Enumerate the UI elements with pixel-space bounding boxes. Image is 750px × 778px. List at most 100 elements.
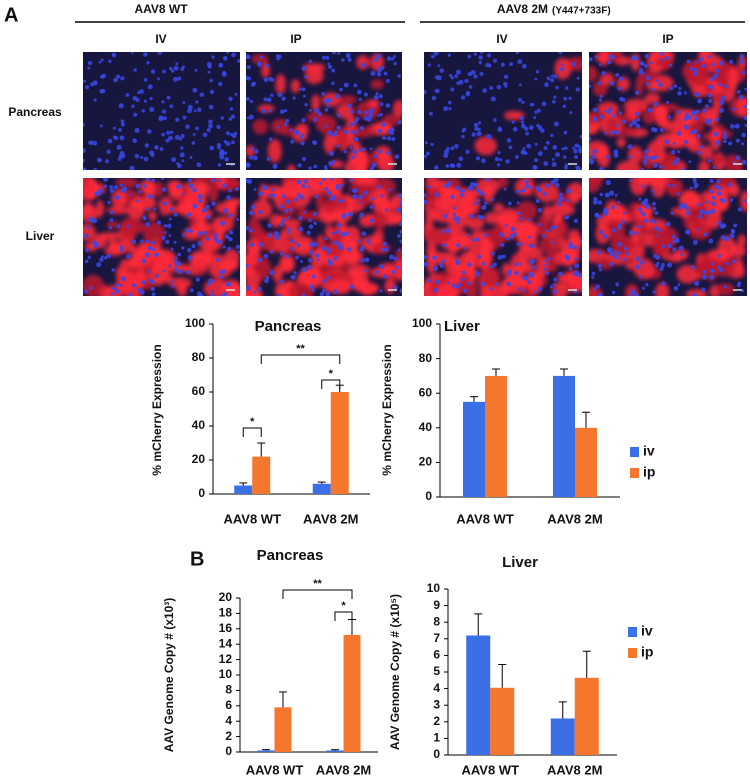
nucleus	[147, 194, 153, 200]
nucleus	[103, 184, 108, 188]
nucleus	[653, 220, 657, 224]
red-cell	[703, 192, 730, 214]
nucleus	[442, 259, 446, 263]
nucleus	[298, 215, 303, 221]
nucleus	[214, 232, 219, 237]
nucleus	[246, 65, 251, 70]
nucleus	[719, 197, 723, 202]
y-tick-label: 1	[433, 731, 440, 745]
nucleus	[466, 233, 470, 237]
nucleus	[314, 242, 318, 247]
nucleus	[281, 194, 287, 199]
nucleus	[143, 99, 147, 103]
nucleus	[133, 68, 137, 72]
nucleus	[444, 184, 448, 188]
y-tick-label: 20	[192, 452, 206, 466]
nucleus	[694, 60, 698, 64]
nucleus	[424, 261, 429, 267]
nucleus	[678, 245, 684, 251]
nucleus	[352, 194, 358, 200]
nucleus	[635, 123, 641, 129]
nucleus	[328, 151, 334, 157]
nucleus	[640, 167, 645, 170]
nucleus	[83, 167, 87, 170]
nucleus	[572, 245, 578, 250]
nucleus	[671, 234, 676, 239]
nucleus	[543, 267, 547, 271]
nucleus	[566, 198, 570, 203]
nucleus	[641, 212, 646, 217]
chart: Liver % mCherry Expression 0 20 40 60 80 100 AAV…	[380, 316, 655, 526]
nucleus	[599, 192, 604, 197]
nucleus	[171, 284, 175, 288]
nucleus	[554, 121, 559, 127]
nucleus	[617, 242, 623, 247]
nucleus	[174, 134, 180, 140]
red-cell	[513, 220, 539, 239]
nucleus	[324, 124, 328, 128]
nucleus	[503, 74, 509, 80]
nucleus	[564, 254, 570, 260]
nucleus	[683, 204, 688, 208]
nucleus	[281, 96, 286, 101]
nucleus	[378, 94, 383, 99]
nucleus	[576, 76, 580, 80]
nucleus	[481, 262, 486, 266]
nucleus	[170, 280, 174, 284]
nucleus	[359, 148, 363, 152]
y-tick-label: 40	[419, 420, 433, 434]
nucleus	[534, 110, 538, 114]
nucleus	[329, 178, 334, 181]
nucleus	[90, 218, 95, 223]
nucleus	[376, 67, 383, 73]
nucleus	[175, 62, 179, 66]
chart-title: Liver	[444, 318, 480, 335]
nucleus	[324, 237, 328, 241]
nucleus	[104, 159, 109, 164]
bar	[574, 677, 599, 755]
nucleus	[619, 76, 624, 81]
nucleus	[337, 242, 343, 248]
red-cell	[493, 202, 504, 213]
nucleus	[599, 114, 604, 119]
nucleus	[460, 277, 465, 282]
nucleus	[312, 117, 318, 122]
nucleus	[398, 200, 402, 206]
nucleus	[398, 221, 402, 227]
nucleus	[399, 288, 402, 294]
red-cell	[466, 216, 485, 230]
nucleus	[536, 108, 541, 113]
nucleus	[424, 89, 427, 95]
nucleus	[206, 61, 212, 67]
red-cell	[496, 178, 509, 189]
nucleus	[572, 146, 576, 150]
nucleus	[705, 104, 709, 108]
error-bar	[317, 481, 326, 484]
error-bar	[498, 664, 507, 688]
nucleus	[83, 158, 85, 163]
nucleus	[217, 239, 223, 245]
nucleus	[479, 52, 484, 55]
nucleus	[319, 292, 325, 296]
nucleus	[283, 108, 288, 113]
micrograph	[589, 52, 747, 170]
bar	[550, 718, 575, 755]
nucleus	[452, 206, 457, 210]
nucleus	[321, 245, 327, 252]
nucleus	[395, 265, 400, 270]
nucleus	[577, 147, 582, 152]
nucleus	[646, 148, 651, 152]
legend-swatch	[628, 648, 637, 658]
nucleus	[349, 109, 354, 114]
red-cell	[683, 215, 702, 229]
red-cell	[281, 179, 302, 200]
nucleus	[293, 197, 299, 202]
nucleus	[171, 69, 175, 73]
red-cell	[670, 127, 689, 149]
nucleus	[140, 239, 144, 243]
nucleus	[522, 63, 527, 69]
nucleus	[696, 133, 701, 139]
nucleus	[114, 194, 120, 201]
nucleus	[717, 221, 722, 226]
red-cell	[723, 154, 740, 170]
